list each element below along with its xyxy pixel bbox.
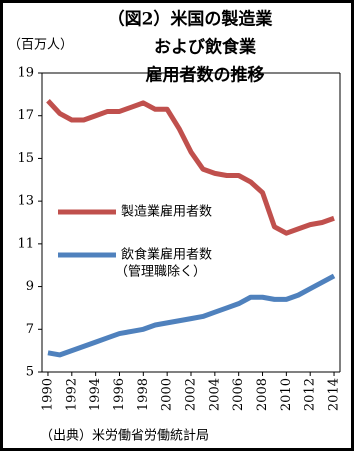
legend-label: 製造業雇用者数 [121,204,212,220]
x-tick-label: 1994 [88,378,103,411]
x-tick-label: 2010 [279,378,294,411]
chart-title: および飲食業 [154,37,256,58]
y-tick-label: 19 [17,66,34,81]
x-tick-label: 2002 [184,378,199,411]
series-line [46,99,335,236]
y-tick-label: 7 [26,322,34,337]
x-tick-label: 2014 [327,378,342,411]
y-tick-label: 5 [26,365,34,380]
x-tick-label: 1998 [136,378,151,411]
chart-title: 雇用者数の推移 [146,65,265,86]
y-axis-label: （百万人） [8,38,73,53]
x-tick-label: 2006 [231,378,246,411]
y-tick-label: 17 [17,108,34,123]
x-tick-label: 1992 [64,378,79,411]
chart-title: （図2）米国の製造業 [108,9,273,30]
y-tick-label: 13 [17,194,34,209]
y-tick-label: 9 [26,279,34,294]
x-tick-label: 2008 [255,378,270,411]
legend-note: （管理職除く） [115,265,206,280]
legend-label: 飲食業雇用者数 [121,247,212,263]
x-tick-label: 2012 [303,378,318,411]
y-tick-label: 15 [17,151,34,166]
y-tick-label: 11 [17,236,34,251]
source: （出典）米労働省労働統計局 [40,428,209,444]
series-line [47,273,336,358]
x-tick-label: 2000 [160,378,175,411]
x-tick-label: 1990 [40,378,55,411]
x-tick-label: 2004 [207,378,222,411]
x-tick-label: 1996 [112,378,127,411]
